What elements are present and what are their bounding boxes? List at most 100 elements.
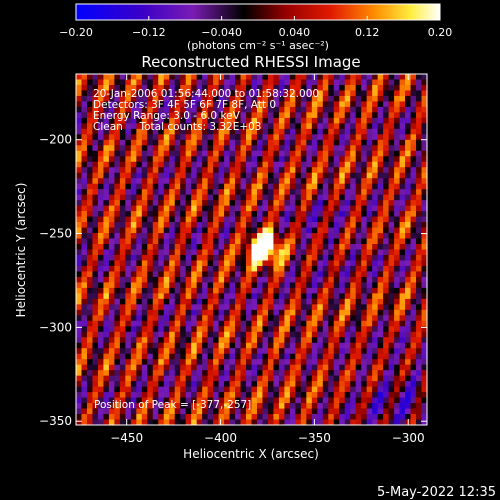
heatmap-cell	[383, 370, 390, 377]
heatmap-cell	[246, 315, 252, 322]
heatmap-cell	[278, 244, 285, 250]
heatmap-cell	[141, 156, 148, 163]
heatmap-cell	[383, 216, 390, 223]
heatmap-cell	[355, 123, 362, 130]
heatmap-cell	[163, 282, 170, 289]
heatmap-cell	[355, 200, 362, 207]
heatmap-cell	[246, 117, 252, 124]
heatmap-cell	[185, 304, 192, 311]
heatmap-cell	[174, 112, 181, 119]
heatmap-cell	[103, 397, 110, 404]
heatmap-cell	[81, 331, 88, 338]
heatmap-cell	[97, 90, 104, 97]
heatmap-cell	[383, 84, 390, 91]
heatmap-cell	[229, 145, 236, 152]
heatmap-cell	[278, 200, 285, 207]
heatmap-cell	[311, 161, 318, 168]
heatmap-cell	[114, 112, 121, 119]
heatmap-cell	[224, 320, 230, 327]
heatmap-cell	[311, 139, 318, 146]
heatmap-cell	[344, 342, 351, 349]
heatmap-cell	[92, 156, 99, 163]
heatmap-cell	[103, 183, 110, 190]
heatmap-cell	[180, 189, 187, 196]
heatmap-cell	[141, 293, 148, 300]
heatmap-cell	[169, 139, 176, 146]
heatmap-cell	[141, 222, 148, 228]
heatmap-cell	[421, 304, 427, 311]
heatmap-cell	[344, 183, 351, 190]
heatmap-cell	[218, 403, 225, 409]
heatmap-cell	[350, 353, 357, 360]
heatmap-cell	[169, 178, 176, 185]
heatmap-cell	[251, 287, 258, 294]
colorbar-gradient	[75, 3, 441, 21]
heatmap-cell	[130, 74, 137, 80]
heatmap-cell	[421, 298, 427, 305]
heatmap-cell	[339, 79, 346, 86]
heatmap-cell	[119, 74, 126, 80]
heatmap-cell	[421, 84, 427, 91]
heatmap-cell	[114, 216, 121, 223]
heatmap-cell	[185, 189, 192, 196]
heatmap-cell	[147, 117, 154, 124]
heatmap-cell	[344, 205, 351, 212]
heatmap-cell	[394, 123, 400, 130]
heatmap-cell	[328, 194, 335, 201]
heatmap-cell	[196, 320, 203, 327]
heatmap-cell	[273, 238, 280, 245]
heatmap-cell	[108, 293, 115, 300]
heatmap-cell	[300, 397, 307, 404]
heatmap-cell	[284, 326, 291, 333]
heatmap-cell	[103, 282, 110, 289]
heatmap-cell	[421, 101, 427, 108]
heatmap-cell	[317, 403, 324, 409]
heatmap-cell	[284, 145, 291, 152]
heatmap-cell	[169, 211, 176, 217]
heatmap-cell	[86, 282, 93, 289]
heatmap-cell	[213, 287, 219, 294]
heatmap-cell	[333, 106, 340, 113]
heatmap-cell	[278, 216, 285, 223]
heatmap-cell	[339, 249, 346, 256]
heatmap-cell	[317, 315, 324, 322]
heatmap-cell	[350, 84, 357, 91]
heatmap-cell	[152, 414, 159, 420]
heatmap-cell	[169, 419, 176, 425]
heatmap-cell	[388, 315, 395, 322]
heatmap-cell	[152, 419, 159, 425]
heatmap-cell	[152, 309, 159, 316]
heatmap-cell	[174, 298, 181, 305]
heatmap-cell	[196, 254, 203, 261]
heatmap-cell	[256, 260, 263, 267]
heatmap-cell	[246, 90, 252, 97]
heatmap-cell	[213, 320, 219, 327]
heatmap-cell	[163, 397, 170, 404]
heatmap-cell	[421, 74, 427, 80]
heatmap-cell	[251, 150, 258, 157]
heatmap-cell	[372, 309, 379, 316]
heatmap-cell	[191, 172, 198, 179]
heatmap-cell	[163, 161, 170, 168]
heatmap-cell	[394, 342, 400, 349]
heatmap-cell	[81, 189, 88, 196]
heatmap-cell	[328, 337, 335, 344]
heatmap-cell	[246, 178, 252, 185]
heatmap-cell	[262, 233, 269, 239]
heatmap-cell	[163, 375, 170, 382]
heatmap-cell	[163, 123, 170, 130]
heatmap-cell	[174, 244, 181, 250]
heatmap-cell	[256, 392, 263, 398]
heatmap-cell	[256, 386, 263, 393]
heatmap-cell	[147, 342, 154, 349]
heatmap-cell	[207, 161, 214, 168]
heatmap-cell	[300, 200, 307, 207]
heatmap-cell	[295, 178, 302, 185]
heatmap-cell	[76, 123, 82, 130]
heatmap-cell	[158, 183, 165, 190]
heatmap-cell	[92, 353, 99, 360]
heatmap-cell	[224, 200, 230, 207]
heatmap-cell	[114, 150, 121, 157]
heatmap-cell	[152, 326, 159, 333]
heatmap-cell	[108, 419, 115, 425]
